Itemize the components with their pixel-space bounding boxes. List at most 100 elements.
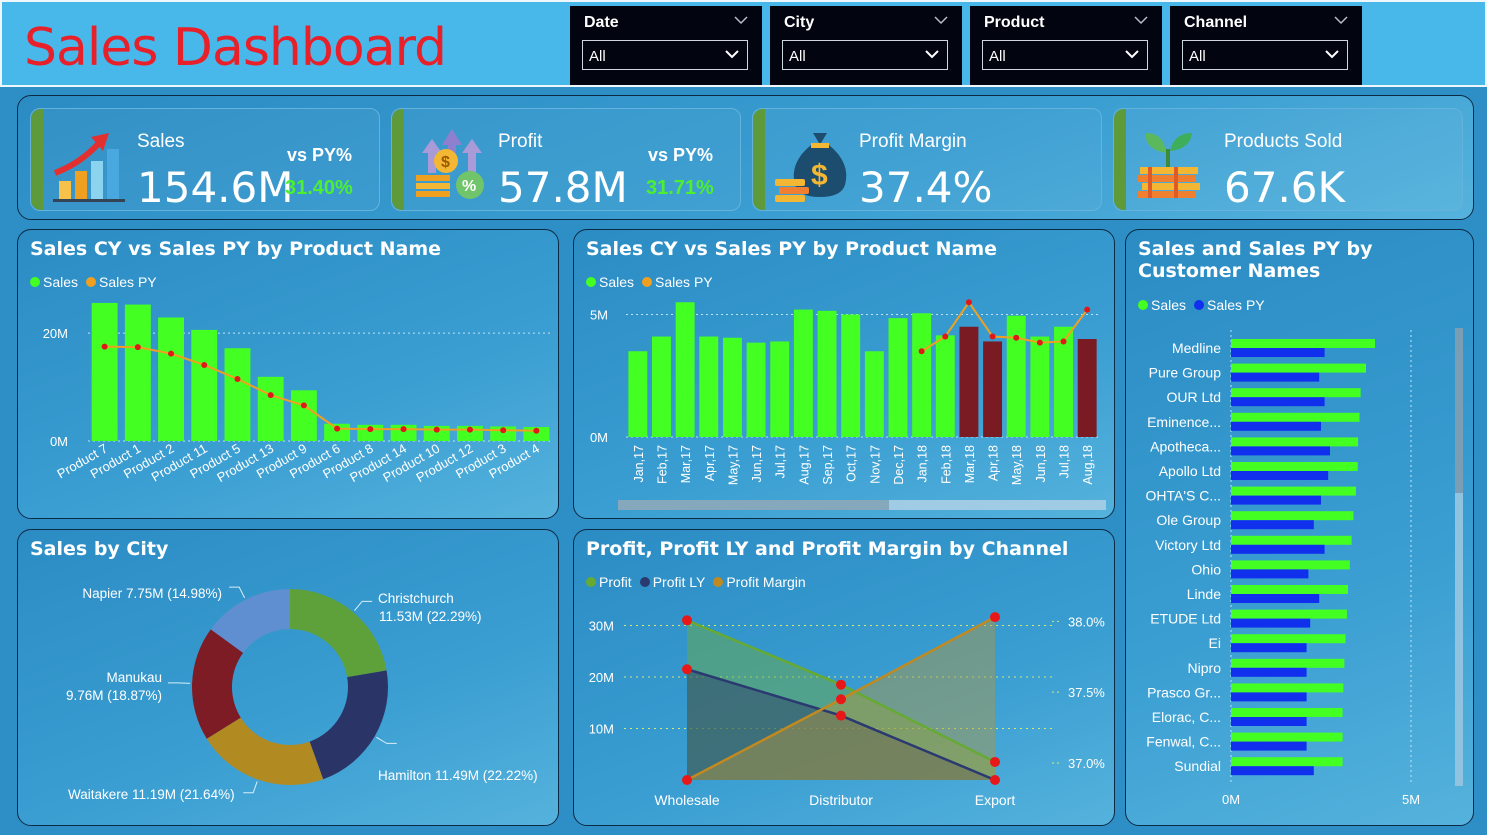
channel-chart-panel: Profit, Profit LY and Profit Margin by C… [573, 529, 1115, 826]
bar-sales [1231, 486, 1356, 496]
kpi-profit-value: 57.8M [498, 163, 628, 212]
city-filter-select[interactable]: All [782, 40, 948, 70]
y2-tick-label: 38.0% [1068, 614, 1105, 629]
point-sales-py [201, 361, 208, 368]
bar-sales-py [1231, 643, 1307, 653]
channel-filter-select[interactable]: All [1182, 40, 1348, 70]
y2-tick-label: 37.5% [1068, 685, 1105, 700]
kpi-card-products-sold[interactable]: Products Sold 67.6K [1113, 108, 1463, 212]
point-profit [990, 756, 1000, 767]
point-sales-py [234, 375, 241, 382]
x-tick-label: Jan,17 [632, 445, 646, 483]
kpi-sales-vs-value: 31.40% [285, 177, 353, 199]
chevron-down-icon [925, 50, 939, 59]
point-sales-py [267, 392, 274, 399]
y-tick-label: Fenwal, C... [1146, 734, 1221, 750]
bar-sales-py [1231, 569, 1309, 579]
month-chart-legend: Sales Sales PY [586, 274, 713, 290]
bar-sales [746, 342, 766, 437]
label-text: Waitakere 11.19M (21.64%) [68, 787, 235, 802]
kpi-card-sales[interactable]: Sales 154.6M vs PY% 31.40% [30, 108, 380, 212]
product-filter[interactable]: Product All [970, 6, 1162, 85]
month-bar-chart: 0M 5M Jan,17 Feb,17 Mar,17 Apr,17 May,17 Jun,17… [590, 299, 1099, 485]
product-chart-panel: Sales CY vs Sales PY by Product Name Sal… [17, 229, 559, 519]
point-profit-ly [836, 710, 846, 721]
kpi-panel: Sales 154.6M vs PY% 31.40% $ % Profit 57… [17, 95, 1474, 220]
point-sales-py [134, 344, 141, 351]
x-tick-label: 0M [1222, 792, 1240, 807]
y-tick-label: Ole Group [1156, 512, 1221, 528]
x-tick-label: Mar,17 [679, 445, 693, 483]
point-sales-py [918, 348, 925, 355]
bar-sales [124, 304, 151, 441]
bar-sales-py [1231, 741, 1307, 751]
dashboard-title: Sales Dashboard [24, 18, 447, 78]
bar-sales [1231, 388, 1361, 398]
date-filter-select[interactable]: All [582, 40, 748, 70]
product-filter-select[interactable]: All [982, 40, 1148, 70]
label-text: 9.76M (18.87%) [66, 688, 162, 703]
bar-sales [888, 318, 908, 437]
chevron-down-icon [1125, 50, 1139, 59]
point-sales-py [168, 350, 175, 357]
x-tick-label: Feb,17 [655, 445, 669, 484]
legend-swatch-profit-margin [713, 577, 724, 587]
point-sales-py [101, 343, 108, 350]
legend-label-profit-ly: Profit LY [652, 574, 706, 590]
x-tick-label: Jul,17 [774, 445, 788, 478]
y-tick-label: Linde [1187, 586, 1221, 602]
legend-swatch-sales-py [86, 277, 97, 287]
y-tick-label: Eminence... [1147, 414, 1221, 430]
x-tick-label: Distributor [809, 792, 873, 808]
bar-sales-py [1231, 446, 1330, 456]
legend-label-sales-py: Sales PY [1207, 297, 1265, 313]
product-filter-value: All [989, 48, 1006, 65]
kpi-sold-value: 67.6K [1224, 163, 1346, 212]
legend-swatch-sales [30, 277, 40, 287]
city-filter[interactable]: City All [770, 6, 962, 85]
chevron-down-icon[interactable] [1334, 16, 1348, 26]
chevron-down-icon[interactable] [934, 16, 948, 26]
date-filter[interactable]: Date All [570, 6, 762, 85]
y-tick-label: Ohio [1191, 561, 1221, 577]
kpi-card-profit[interactable]: $ % Profit 57.8M vs PY% 31.71% [391, 108, 741, 212]
y-tick-label: ETUDE Ltd [1150, 611, 1221, 627]
bar-sales [1231, 339, 1375, 348]
bar-sales [1231, 757, 1343, 767]
bar-sales [1030, 336, 1050, 437]
chevron-down-icon [725, 50, 739, 59]
kpi-sales-value: 154.6M [137, 163, 294, 212]
point-sales-py [1036, 339, 1043, 346]
chevron-down-icon[interactable] [734, 16, 748, 26]
bar-sales [1231, 634, 1346, 644]
bar-sales-py [1231, 618, 1311, 628]
coin-plant-icon [1138, 133, 1200, 198]
customer-chart-scrollbar[interactable] [1455, 328, 1463, 786]
customer-chart-panel: Sales and Sales PY by Customer Names Sal… [1125, 229, 1474, 826]
y-tick-label: Prasco Gr... [1147, 684, 1221, 700]
point-sales-py [989, 333, 996, 340]
donut-slice [192, 629, 244, 739]
point-sales-py [942, 333, 949, 340]
month-chart-scrollbar-thumb[interactable] [618, 500, 889, 510]
month-chart-title: Sales CY vs Sales PY by Product Name [586, 238, 998, 260]
chevron-down-icon[interactable] [1134, 16, 1148, 26]
x-tick-label: Jul,18 [1058, 445, 1072, 478]
x-tick-label: May,17 [726, 445, 740, 485]
legend-label-sales: Sales [43, 274, 79, 290]
legend-label-sales: Sales [599, 274, 635, 290]
kpi-profit-vs-label: vs PY% [648, 145, 714, 165]
bar-sales [1231, 535, 1352, 545]
customer-chart-scrollbar-thumb[interactable] [1455, 328, 1463, 493]
y-tick-label: 30M [589, 618, 614, 633]
x-tick-label: Wholesale [654, 792, 720, 808]
label-name: Manukau [106, 670, 162, 685]
channel-filter[interactable]: Channel All [1170, 6, 1362, 85]
legend-swatch-sales [1138, 300, 1148, 310]
kpi-card-profit-margin[interactable]: $ Profit Margin 37.4% [752, 108, 1102, 212]
bar-sales [224, 348, 251, 441]
month-chart-scrollbar[interactable] [618, 500, 1106, 510]
x-tick-label: Jun,17 [750, 445, 764, 483]
point-profit-margin [990, 612, 1000, 623]
kpi-profit-label: Profit [498, 131, 543, 152]
